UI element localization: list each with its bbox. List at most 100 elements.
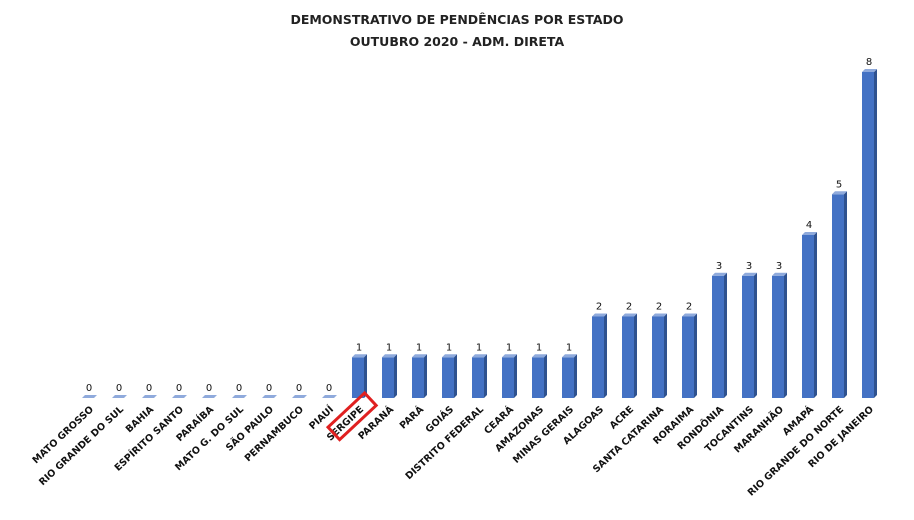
bar-top xyxy=(712,272,727,276)
bar xyxy=(862,72,874,398)
bar xyxy=(592,316,604,398)
bar-top xyxy=(502,354,517,358)
bar-top xyxy=(532,354,547,358)
data-label: 1 xyxy=(446,342,452,353)
bar-top xyxy=(292,395,307,398)
data-label: 2 xyxy=(656,302,662,313)
bar-side xyxy=(454,354,457,398)
bar-top xyxy=(352,354,367,358)
bar-side xyxy=(604,313,607,398)
bar xyxy=(652,316,664,398)
data-label: 0 xyxy=(326,383,332,394)
bar-top xyxy=(232,395,247,398)
data-label: 1 xyxy=(476,342,482,353)
highlight-box xyxy=(325,390,379,442)
bar-top xyxy=(682,313,697,317)
bar xyxy=(352,357,364,398)
bar-top xyxy=(172,395,187,398)
bar xyxy=(502,357,514,398)
bar-side xyxy=(784,272,787,398)
data-label: 4 xyxy=(806,220,812,231)
bar xyxy=(532,357,544,398)
bar xyxy=(562,357,574,398)
data-label: 0 xyxy=(86,383,92,394)
data-label: 1 xyxy=(416,342,422,353)
bar-side xyxy=(634,313,637,398)
bar-group: 1 PARÁ xyxy=(396,342,427,432)
bar-side xyxy=(724,272,727,398)
bar xyxy=(382,357,394,398)
data-label: 0 xyxy=(116,383,122,394)
bar xyxy=(412,357,424,398)
data-label: 0 xyxy=(236,383,242,394)
bar-top xyxy=(112,395,127,398)
bar-top xyxy=(862,69,877,72)
bar xyxy=(772,275,784,398)
bar-top xyxy=(772,272,787,276)
bar-side xyxy=(754,272,757,398)
bar-side xyxy=(844,191,847,398)
bar-side xyxy=(484,354,487,398)
bar-top xyxy=(442,354,457,358)
bar xyxy=(802,235,814,398)
data-label: 5 xyxy=(836,179,842,190)
bar-top xyxy=(142,395,157,398)
bar-top xyxy=(472,354,487,358)
bar-top xyxy=(622,313,637,317)
data-label: 2 xyxy=(626,302,632,313)
category-label: PARÁ xyxy=(396,402,426,431)
bar xyxy=(622,316,634,398)
category-label: PIAUÍ xyxy=(306,402,336,432)
data-label: 0 xyxy=(296,383,302,394)
bar-top xyxy=(592,313,607,317)
bar-side xyxy=(394,354,397,398)
bar xyxy=(832,194,844,398)
data-label: 1 xyxy=(506,342,512,353)
data-label: 0 xyxy=(176,383,182,394)
bar-side xyxy=(664,313,667,398)
bar-side xyxy=(574,354,577,398)
bar-top xyxy=(562,354,577,358)
bar-side xyxy=(364,354,367,398)
bar-group: 2 ACRE xyxy=(608,302,637,432)
data-label: 8 xyxy=(866,57,872,68)
data-label: 3 xyxy=(716,261,722,272)
bar xyxy=(682,316,694,398)
data-label: 2 xyxy=(596,302,602,313)
data-label: 0 xyxy=(206,383,212,394)
bar-top xyxy=(652,313,667,317)
data-label: 1 xyxy=(566,342,572,353)
bar-top xyxy=(322,395,337,398)
data-label: 3 xyxy=(746,261,752,272)
data-label: 0 xyxy=(266,383,272,394)
bar-top xyxy=(412,354,427,358)
bar xyxy=(442,357,454,398)
bar-top xyxy=(202,395,217,398)
chart-subtitle: OUTUBRO 2020 - ADM. DIRETA xyxy=(349,34,565,49)
bar-side xyxy=(694,313,697,398)
bar-side xyxy=(514,354,517,398)
data-label: 1 xyxy=(386,342,392,353)
chart-title: DEMONSTRATIVO DE PENDÊNCIAS POR ESTADO xyxy=(290,12,624,27)
bar-top xyxy=(742,272,757,276)
data-label: 3 xyxy=(776,261,782,272)
bar xyxy=(472,357,484,398)
bar-side xyxy=(544,354,547,398)
data-label: 1 xyxy=(536,342,542,353)
bar-side xyxy=(424,354,427,398)
bar-top xyxy=(382,354,397,358)
data-label: 1 xyxy=(356,342,362,353)
bar-top xyxy=(262,395,277,398)
bar-top xyxy=(802,232,817,235)
bar-side xyxy=(814,232,817,398)
bar-side xyxy=(874,69,877,398)
bar xyxy=(712,275,724,398)
category-label: ACRE xyxy=(608,404,636,431)
bar xyxy=(742,275,754,398)
bar-top xyxy=(82,395,97,398)
